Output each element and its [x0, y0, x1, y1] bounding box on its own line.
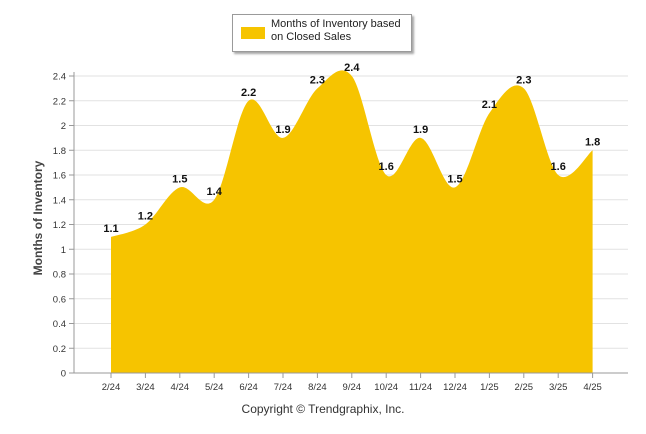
- y-tick-label: 0: [61, 369, 66, 380]
- data-label: 1.2: [138, 211, 153, 223]
- chart-legend: Months of Inventory based on Closed Sale…: [232, 14, 412, 52]
- y-axis-label: Months of Inventory: [31, 160, 45, 276]
- y-tick-label: 0.6: [53, 294, 66, 305]
- data-label: 2.3: [516, 74, 531, 86]
- data-label: 2.4: [344, 62, 360, 74]
- data-label: 1.6: [551, 161, 566, 173]
- data-label: 1.5: [447, 173, 462, 185]
- data-label: 2.3: [310, 74, 325, 86]
- y-tick-label: 0.4: [53, 319, 66, 330]
- x-tick-label: 3/24: [136, 382, 155, 393]
- y-tick-label: 0.2: [53, 344, 66, 355]
- x-tick-label: 12/24: [443, 382, 467, 393]
- x-tick-label: 2/24: [102, 382, 121, 393]
- legend-label: Months of Inventory based on Closed Sale…: [271, 18, 401, 43]
- y-tick-label: 1.4: [53, 195, 66, 206]
- y-tick-label: 2.4: [53, 72, 66, 83]
- x-tick-label: 8/24: [308, 382, 327, 393]
- data-label: 2.1: [482, 99, 497, 111]
- y-tick-label: 1.6: [53, 171, 66, 182]
- y-tick-label: 1.8: [53, 146, 66, 157]
- data-label: 1.5: [172, 173, 187, 185]
- data-label: 2.2: [241, 87, 256, 99]
- x-tick-label: 2/25: [515, 382, 534, 393]
- data-label: 1.6: [379, 161, 394, 173]
- y-tick-label: 1: [61, 245, 66, 256]
- data-label: 1.4: [207, 186, 223, 198]
- data-label: 1.9: [413, 124, 428, 136]
- legend-swatch: [241, 27, 265, 39]
- x-tick-label: 4/24: [171, 382, 190, 393]
- y-tick-label: 1.2: [53, 220, 66, 231]
- y-tick-label: 2.2: [53, 96, 66, 107]
- x-tick-label: 5/24: [205, 382, 224, 393]
- y-tick-label: 0.8: [53, 270, 66, 281]
- x-tick-label: 11/24: [409, 382, 432, 393]
- x-tick-label: 3/25: [549, 382, 568, 393]
- x-tick-label: 6/24: [239, 382, 258, 393]
- data-label: 1.9: [275, 124, 290, 136]
- x-tick-label: 1/25: [480, 382, 499, 393]
- x-tick-label: 7/24: [274, 382, 293, 393]
- data-label: 1.8: [585, 136, 600, 148]
- series-area: [111, 70, 593, 373]
- x-tick-label: 4/25: [583, 382, 602, 393]
- y-tick-label: 2: [61, 121, 66, 132]
- x-tick-label: 9/24: [343, 382, 362, 393]
- copyright-footer: Copyright © Trendgraphix, Inc.: [241, 402, 405, 416]
- data-label: 1.1: [103, 223, 118, 235]
- x-tick-label: 10/24: [374, 382, 398, 393]
